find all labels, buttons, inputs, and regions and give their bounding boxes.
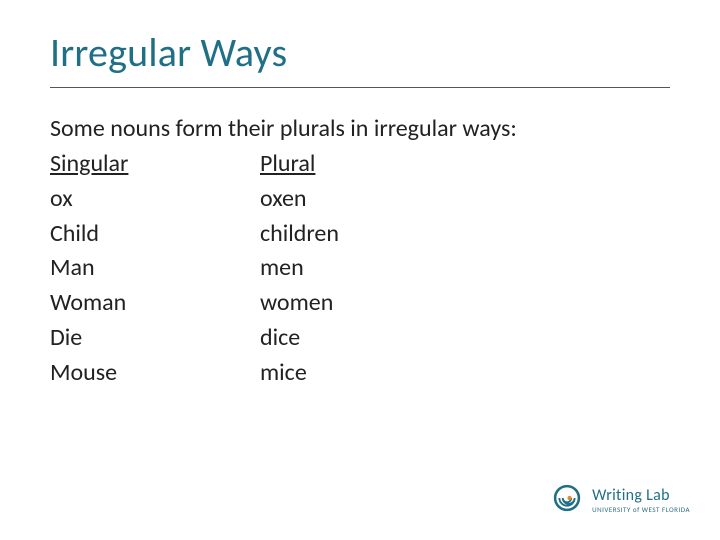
table-cell: children [260,217,670,252]
table-cell: Die [50,321,260,356]
nautilus-icon [550,481,584,520]
column-header-singular: Singular [50,147,260,182]
table-cell: men [260,251,670,286]
table-cell: Man [50,251,260,286]
table-cell: women [260,286,670,321]
column-header-plural: Plural [260,147,670,182]
branding-text: Writing Lab UNIVERSITY of WEST FLORIDA [592,488,690,513]
branding-logo: Writing Lab UNIVERSITY of WEST FLORIDA [550,481,690,520]
branding-name: Writing Lab [592,488,690,504]
table-cell: oxen [260,182,670,217]
table-cell: dice [260,321,670,356]
branding-org: UNIVERSITY of WEST FLORIDA [592,506,690,513]
slide-title: Irregular Ways [50,28,670,88]
slide: Irregular Ways Some nouns form their plu… [0,0,720,540]
intro-text: Some nouns form their plurals in irregul… [50,114,670,143]
table-cell: ox [50,182,260,217]
table-cell: Woman [50,286,260,321]
table-cell: mice [260,356,670,391]
table-cell: Mouse [50,356,260,391]
table-cell: Child [50,217,260,252]
plural-table: Singular Plural ox oxen Child children M… [50,147,670,391]
